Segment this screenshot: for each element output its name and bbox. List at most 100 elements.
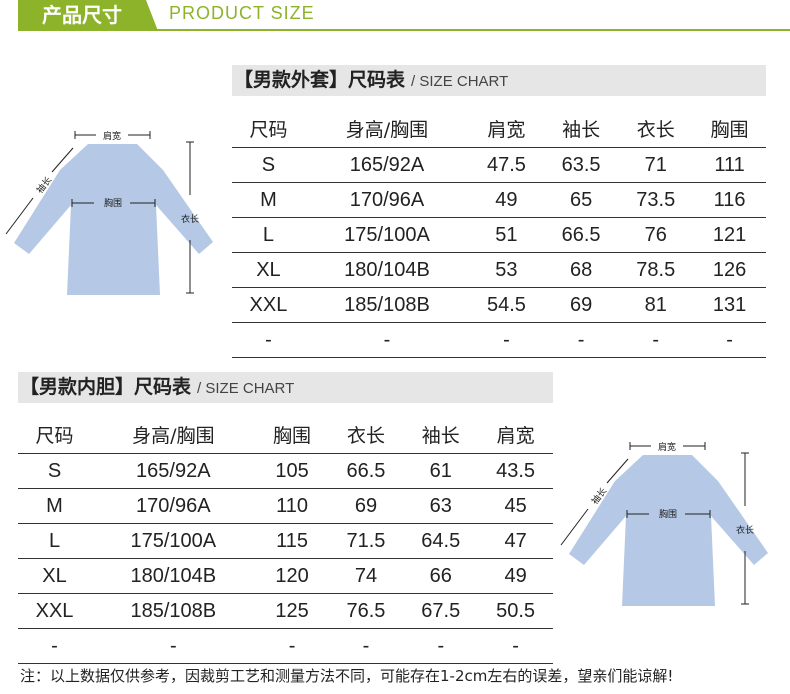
coat-size-table: 尺码 身高/胸围 肩宽 袖长 衣长 胸围 S 165/92A 47.5 63.5 71 111 M 170… <box>232 110 766 358</box>
table-cell: 66 <box>403 558 479 594</box>
table-cell: 63.5 <box>543 147 619 183</box>
table-row: ------ <box>18 628 553 664</box>
column-header: 袖长 <box>403 416 479 454</box>
table-cell: XXL <box>232 287 305 323</box>
coat-title-bracket: 【男款外套】 <box>234 69 349 91</box>
table-cell: 170/96A <box>91 488 256 524</box>
table-cell: 126 <box>693 252 766 288</box>
table-cell: L <box>18 523 92 559</box>
table-cell: - <box>328 628 404 664</box>
length-label: 衣长 <box>736 524 754 536</box>
table-cell: 64.5 <box>403 523 479 559</box>
table-cell: - <box>232 322 305 358</box>
table-cell: - <box>543 322 619 358</box>
table-cell: 68 <box>543 252 619 288</box>
table-cell: 69 <box>328 488 404 524</box>
table-cell: 170/96A <box>304 182 470 218</box>
table-row: L 175/100A 51 66.5 76 121 <box>232 217 766 253</box>
table-cell: 71 <box>618 147 694 183</box>
table-cell: 180/104B <box>304 252 470 288</box>
coat-subtitle: / SIZE CHART <box>411 73 509 90</box>
table-cell: 120 <box>255 558 329 594</box>
column-header: 尺码 <box>232 110 305 148</box>
banner-title: 产品尺寸 <box>18 0 158 31</box>
column-header: 胸围 <box>255 416 329 454</box>
table-cell: 125 <box>255 593 329 629</box>
table-cell: 76.5 <box>328 593 404 629</box>
table-cell: 43.5 <box>478 453 553 489</box>
liner-size-table: 尺码 身高/胸围 胸围 衣长 袖长 肩宽 S 165/92A 105 66.5 61 43.5 M 170… <box>18 416 553 664</box>
liner-shirt-diagram: 肩宽 胸围 衣长 袖长 <box>560 441 768 606</box>
liner-title-bracket: 【男款内胆】 <box>20 376 135 398</box>
table-cell: 73.5 <box>618 182 694 218</box>
table-row: XXL 185/108B 54.5 69 81 131 <box>232 287 766 323</box>
table-cell: 116 <box>693 182 766 218</box>
column-header: 身高/胸围 <box>304 110 470 148</box>
table-row: L 175/100A 115 71.5 64.5 47 <box>18 523 553 559</box>
table-cell: 78.5 <box>618 252 694 288</box>
table-cell: XL <box>18 558 92 594</box>
table-cell: M <box>232 182 305 218</box>
table-row: S 165/92A 105 66.5 61 43.5 <box>18 453 553 489</box>
table-cell: XL <box>232 252 305 288</box>
table-cell: - <box>255 628 329 664</box>
table-row: XL 180/104B 53 68 78.5 126 <box>232 252 766 288</box>
length-label: 衣长 <box>181 213 199 225</box>
table-cell: - <box>693 322 766 358</box>
table-cell: 45 <box>478 488 553 524</box>
table-cell: - <box>469 322 544 358</box>
shirt-shape <box>569 455 768 606</box>
table-row: S 165/92A 47.5 63.5 71 111 <box>232 147 766 183</box>
table-cell: 63 <box>403 488 479 524</box>
table-row: XL 180/104B 120 74 66 49 <box>18 558 553 594</box>
table-cell: 66.5 <box>543 217 619 253</box>
table-cell: 165/92A <box>91 453 256 489</box>
table-cell: 65 <box>543 182 619 218</box>
table-cell: 185/108B <box>91 593 256 629</box>
table-cell: 69 <box>543 287 619 323</box>
table-cell: 121 <box>693 217 766 253</box>
measure-lines <box>560 442 749 605</box>
table-cell: 49 <box>469 182 544 218</box>
table-cell: S <box>18 453 92 489</box>
coat-table-title: 【男款外套】尺码表 / SIZE CHART <box>232 65 766 96</box>
column-header: 袖长 <box>543 110 619 148</box>
shoulder-label: 肩宽 <box>658 441 676 453</box>
table-cell: 49 <box>478 558 553 594</box>
table-row: XXL 185/108B 125 76.5 67.5 50.5 <box>18 593 553 629</box>
shoulder-label: 肩宽 <box>103 130 121 142</box>
table-cell: S <box>232 147 305 183</box>
table-cell: - <box>91 628 256 664</box>
column-header: 衣长 <box>618 110 694 148</box>
table-cell: 115 <box>255 523 329 559</box>
product-size-banner: 产品尺寸 PRODUCT SIZE <box>18 0 790 31</box>
table-cell: 54.5 <box>469 287 544 323</box>
disclaimer-note: 注：以上数据仅供参考，因裁剪工艺和测量方法不同，可能存在1-2cm左右的误差，望… <box>20 667 674 685</box>
table-cell: - <box>18 628 92 664</box>
table-cell: 71.5 <box>328 523 404 559</box>
table-cell: 66.5 <box>328 453 404 489</box>
column-header: 衣长 <box>328 416 404 454</box>
coat-title: 尺码表 <box>348 69 406 91</box>
table-cell: 110 <box>255 488 329 524</box>
column-header: 尺码 <box>18 416 92 454</box>
table-cell: 175/100A <box>304 217 470 253</box>
table-cell: - <box>478 628 553 664</box>
table-cell: 185/108B <box>304 287 470 323</box>
table-cell: 111 <box>693 147 766 183</box>
table-cell: - <box>403 628 479 664</box>
column-header: 肩宽 <box>478 416 553 454</box>
table-header-row: 尺码 身高/胸围 胸围 衣长 袖长 肩宽 <box>18 416 553 454</box>
column-header: 身高/胸围 <box>91 416 256 454</box>
liner-subtitle: / SIZE CHART <box>197 380 295 397</box>
table-header-row: 尺码 身高/胸围 肩宽 袖长 衣长 胸围 <box>232 110 766 148</box>
table-cell: 53 <box>469 252 544 288</box>
table-cell: 51 <box>469 217 544 253</box>
table-cell: 61 <box>403 453 479 489</box>
table-cell: 131 <box>693 287 766 323</box>
liner-table-title: 【男款内胆】尺码表 / SIZE CHART <box>18 372 553 403</box>
table-cell: 50.5 <box>478 593 553 629</box>
table-cell: 165/92A <box>304 147 470 183</box>
table-cell: - <box>304 322 470 358</box>
column-header: 胸围 <box>693 110 766 148</box>
